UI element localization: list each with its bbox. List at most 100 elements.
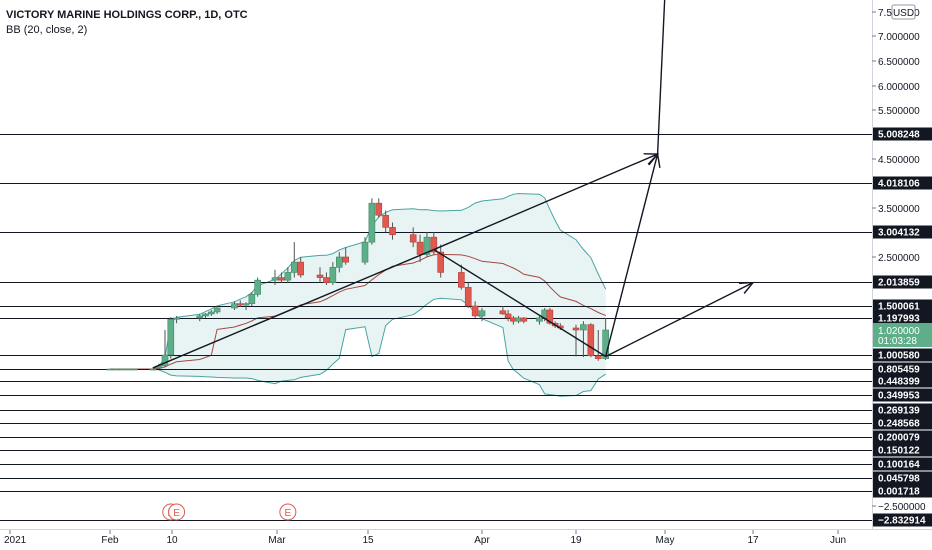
time-tick-label: Apr [474,535,490,546]
level-price-tag[interactable]: 5.008248 [873,127,932,141]
candle-body [242,303,250,306]
level-price-tag[interactable]: 1.197993 [873,311,932,325]
bb-fill [110,193,606,397]
level-price-bg [873,348,932,362]
level-price-bg [873,225,932,239]
level-price-tag[interactable]: 1.000580 [873,348,932,362]
level-price-bg [873,299,932,313]
time-tick-label: Jun [830,535,846,546]
candle-body [202,313,209,317]
drawings[interactable] [152,0,755,369]
trend-arrow[interactable] [604,153,659,357]
earnings-circle [168,503,186,521]
time-axis[interactable]: 2021 Feb 10 Mar 15 Apr 19 May 17 Jun [0,529,932,547]
candle-body [316,274,324,278]
candle-body [368,202,376,243]
trend-arrow[interactable] [433,153,658,251]
candle-body [437,251,445,273]
candle [248,291,256,307]
level-price-tag[interactable]: 4.018106 [873,176,932,190]
candle [208,309,215,316]
level-price-tag[interactable]: 0.349953 [873,388,932,402]
indicator-label[interactable]: BB (20, close, 2) [6,24,88,36]
level-price-label: 3.004132 [878,228,920,239]
candle-body [361,241,369,263]
level-price-tag[interactable]: 0.448399 [873,374,932,388]
candle [430,232,438,255]
candle [520,317,528,324]
level-price-tag[interactable]: 0.269139 [873,403,932,417]
earnings-label: E [285,508,292,519]
trend-line[interactable] [433,248,607,358]
arrow-head [738,281,755,294]
time-tick-label: 10 [166,535,178,546]
candle [361,237,369,265]
price-tick-label: 3.500000 [878,204,920,215]
time-tick-label: Mar [268,535,286,546]
horizontal-levels[interactable] [0,134,872,521]
earnings-markers[interactable]: EEE [162,503,297,521]
level-price-label: 0.150122 [878,446,920,457]
level-price-bg [873,127,932,141]
chart-title: VICTORY MARINE HOLDINGS CORP., 1D, OTC [6,9,248,21]
trend-line[interactable] [152,248,435,369]
earnings-marker[interactable]: E [168,503,186,521]
time-tick-label: May [656,535,675,546]
candle-body [290,261,298,273]
candle [536,315,543,325]
level-price-tag[interactable]: 2.013859 [873,275,932,289]
trend-arrow[interactable] [605,282,754,358]
level-price-bg [873,484,932,498]
candle [594,330,602,361]
candle-body [458,272,465,288]
level-price-tag[interactable]: −2.832914 [873,513,932,527]
level-price-tag[interactable]: 3.004132 [873,225,932,239]
level-price-tag[interactable]: 0.248568 [873,416,932,430]
trend-line[interactable] [656,0,666,155]
level-price-tag[interactable]: 0.001718 [873,484,932,498]
candle [316,267,324,283]
candle-body [196,315,204,319]
candles [106,198,609,371]
candle [471,301,479,318]
candle [504,309,512,322]
candle-body [118,368,126,371]
candle [231,301,238,310]
candle [290,242,298,278]
chart-legend: VICTORY MARINE HOLDINGS CORP., 1D, OTC B… [6,8,248,38]
candle-body [149,368,157,371]
arrow-head [648,152,661,169]
price-tick-label: 2.500000 [878,253,920,264]
level-price-label: 0.200079 [878,433,920,444]
level-price-tag[interactable]: 0.100164 [873,457,932,471]
level-price-tag[interactable]: 0.150122 [873,443,932,457]
candle-body [375,202,383,216]
level-price-bg [873,457,932,471]
level-price-tag[interactable]: 1.500061 [873,299,932,313]
level-price-label: 1.197993 [878,314,920,325]
candle [335,252,343,273]
level-price-bg [873,176,932,190]
price-tick-label: 6.000000 [878,82,920,93]
currency-badge[interactable]: USD [891,4,916,20]
earnings-marker[interactable]: E [279,503,297,521]
candle-body [587,324,595,357]
time-tick-label: Feb [101,535,119,546]
level-price-tag[interactable]: 0.805459 [873,362,932,376]
level-price-label: −2.832914 [878,516,926,527]
level-price-label: 0.248568 [878,419,920,430]
price-axis[interactable]: 7.5000007.0000006.5000006.0000005.500000… [872,0,932,530]
candle-body [248,294,256,304]
candle-body [131,368,138,371]
candle [167,317,175,359]
level-price-tag[interactable]: 0.045798 [873,471,932,485]
candle [254,277,261,297]
candle-body [112,368,120,371]
level-price-label: 0.100164 [878,460,920,471]
candle [131,368,138,371]
level-price-tag[interactable]: 0.200079 [873,430,932,444]
candle-body [278,277,285,281]
candle [271,269,279,285]
